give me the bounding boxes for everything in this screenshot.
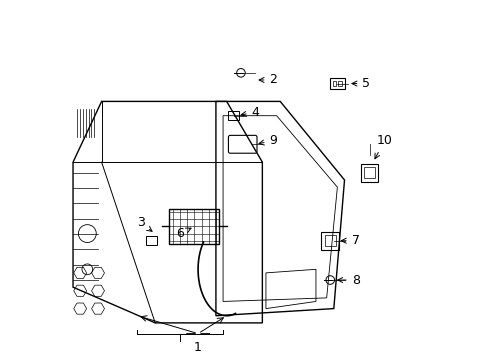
- Text: 1: 1: [194, 341, 202, 354]
- Text: 8: 8: [337, 274, 359, 287]
- Text: 5: 5: [351, 77, 369, 90]
- Text: 6: 6: [176, 227, 191, 240]
- Text: 4: 4: [241, 105, 259, 119]
- Bar: [332, 81, 336, 86]
- Bar: [338, 81, 341, 86]
- Bar: [228, 111, 239, 120]
- Text: 2: 2: [259, 73, 277, 86]
- Bar: [360, 164, 378, 182]
- Bar: [364, 167, 374, 178]
- Bar: [324, 235, 335, 246]
- Bar: [329, 78, 345, 89]
- Text: 10: 10: [374, 134, 392, 159]
- Bar: [146, 237, 157, 245]
- Text: 7: 7: [341, 234, 359, 247]
- Bar: [169, 208, 219, 244]
- Text: 9: 9: [259, 134, 277, 147]
- Bar: [321, 232, 339, 249]
- Text: 3: 3: [136, 216, 152, 231]
